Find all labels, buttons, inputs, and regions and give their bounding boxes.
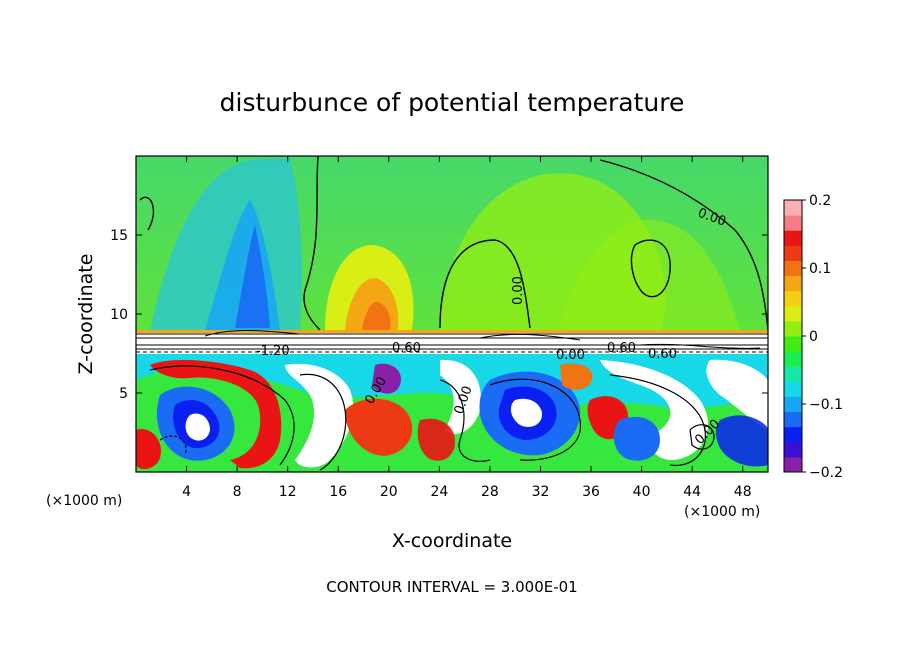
x-tick-label: 32 (532, 484, 550, 500)
chart-title: disturbunce of potential temperature (220, 88, 685, 117)
x-tick-label: 36 (582, 484, 600, 500)
x-tick-label: 24 (430, 484, 448, 500)
colorbar-swatch (784, 411, 802, 428)
colorbar-swatch (784, 366, 802, 382)
plot-area (136, 156, 768, 472)
contour-lower (149, 365, 715, 471)
lower-orange-1 (560, 363, 593, 390)
contour-upper (139, 156, 768, 331)
contour-label: 0.60 (392, 341, 421, 356)
x-axis-ticks: 4 8 12 16 20 24 28 32 36 40 44 48 (182, 156, 752, 500)
x-tick-label: 28 (481, 484, 499, 500)
colorbar-swatch (784, 336, 802, 352)
colorbar-tick-label: 0 (809, 329, 818, 345)
lower-white-1 (185, 413, 210, 441)
x-unit-left: (×1000 m) (46, 493, 122, 509)
lower-red-swirl-5 (417, 418, 455, 461)
colorbar-swatch (784, 320, 802, 337)
inversion-warm-edge (136, 330, 768, 333)
warm-blob-hot (362, 301, 391, 330)
x-tick-label: 12 (279, 484, 297, 500)
colorbar-swatch (784, 396, 802, 413)
colorbar-swatch (784, 305, 802, 322)
lower-white-4 (510, 398, 543, 427)
colorbar-swatch (784, 215, 802, 231)
colorbar-swatch (784, 456, 802, 473)
lower-red-swirl-1 (150, 359, 282, 469)
x-tick-label: 48 (734, 484, 752, 500)
x-tick-label: 44 (683, 484, 701, 500)
contour-label: 0.00 (511, 276, 526, 305)
colorbar-swatch (784, 351, 802, 367)
x-tick-label: 16 (329, 484, 347, 500)
contour-interval-note: CONTOUR INTERVAL = 3.000E-01 (326, 578, 577, 596)
contour-label: 0.60 (607, 341, 636, 356)
x-unit-right: (×1000 m) (684, 504, 760, 520)
lower-red-swirl-4 (136, 429, 161, 470)
colorbar-swatch (784, 381, 802, 397)
contour-island (630, 239, 671, 298)
colorbar-swatch (784, 245, 802, 261)
lower-blue-swirl-4 (715, 415, 768, 467)
colorbar-swatch (784, 230, 802, 246)
contour-label: 0.60 (648, 347, 677, 362)
colorbar-swatch (784, 200, 802, 216)
x-tick-label: 4 (182, 484, 191, 500)
colorbar-tick-label: −0.2 (809, 465, 843, 481)
lower-white-2 (285, 363, 354, 468)
lower-blue-swirl-3 (613, 416, 660, 461)
colorbar-swatch (784, 426, 802, 443)
colorbar-ticks: 0.2 0.1 0 −0.1 −0.2 (802, 193, 843, 481)
colorbar-swatch (784, 260, 802, 277)
cool-plume-deep (235, 225, 270, 328)
x-tick-label: 20 (380, 484, 398, 500)
warm-region-far (560, 219, 740, 330)
y-axis-ticks: 5 10 15 (110, 228, 768, 402)
inversion-lines (136, 330, 768, 353)
lower-white-5 (600, 360, 709, 460)
lower-white-3 (440, 359, 481, 434)
x-tick-label: 40 (633, 484, 651, 500)
colorbar-swatch (784, 275, 802, 292)
x-tick-label: 8 (233, 484, 242, 500)
colorbar-tick-label: 0.2 (809, 193, 831, 209)
colorbar-tick-label: −0.1 (809, 397, 843, 413)
lower-white-6 (706, 359, 768, 430)
lower-purple-1 (372, 363, 401, 394)
y-tick-label: 15 (110, 228, 128, 244)
contour-label: -1.20 (256, 344, 290, 359)
x-axis-label: X-coordinate (392, 530, 512, 552)
y-tick-label: 10 (110, 307, 128, 323)
colorbar-tick-label: 0.1 (809, 261, 831, 277)
y-tick-label: 5 (119, 386, 128, 402)
colorbar (784, 200, 802, 473)
lower-red-swirl-2 (345, 398, 413, 456)
colorbar-swatch (784, 290, 802, 307)
contour-label: 0.00 (556, 348, 585, 363)
colorbar-swatch (784, 441, 802, 458)
y-axis-label: Z-coordinate (75, 254, 97, 375)
